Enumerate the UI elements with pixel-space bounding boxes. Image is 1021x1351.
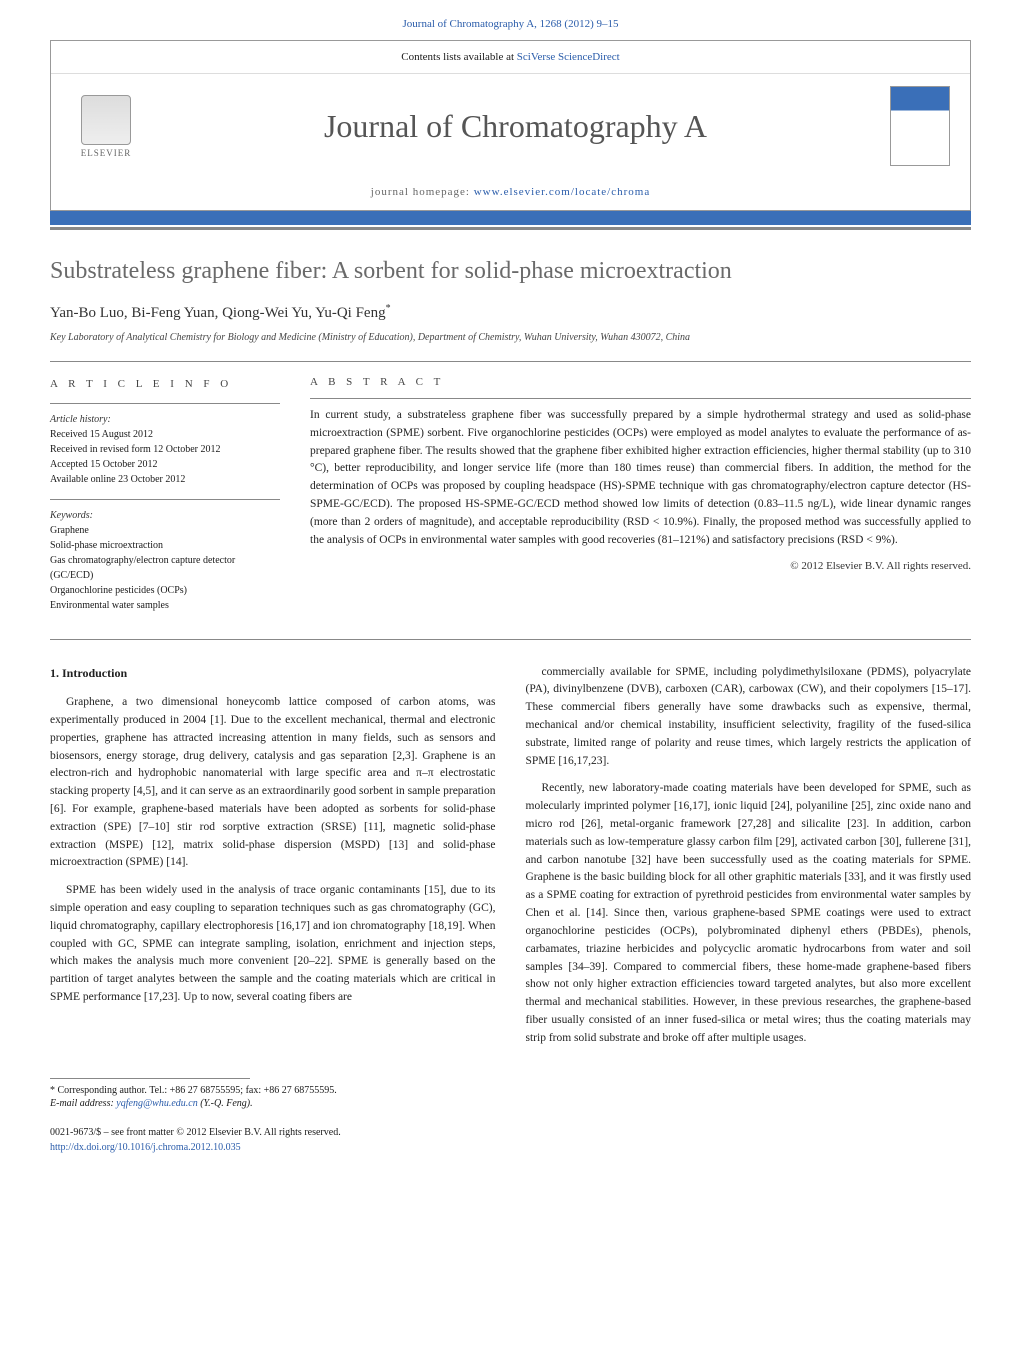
corresponding-marker: * (386, 303, 391, 314)
journal-title: Journal of Chromatography A (141, 108, 890, 145)
body-p4: Recently, new laboratory-made coating ma… (526, 780, 972, 1047)
history-online: Available online 23 October 2012 (50, 472, 280, 487)
body-p1: Graphene, a two dimensional honeycomb la… (50, 694, 496, 872)
history-label: Article history: (50, 412, 280, 427)
brand-color-bar (50, 211, 971, 225)
header-box: Contents lists available at SciVerse Sci… (50, 40, 971, 211)
journal-title-row: ELSEVIER Journal of Chromatography A (51, 74, 970, 178)
affiliation: Key Laboratory of Analytical Chemistry f… (50, 332, 971, 343)
keyword-4: Environmental water samples (50, 598, 280, 613)
footer-copyright: 0021-9673/$ – see front matter © 2012 El… (50, 1127, 971, 1138)
email-line: E-mail address: yqfeng@whu.edu.cn (Y.-Q.… (50, 1098, 971, 1109)
keyword-1: Solid-phase microextraction (50, 538, 280, 553)
keywords-section: Keywords: Graphene Solid-phase microextr… (50, 508, 280, 613)
contents-line: Contents lists available at SciVerse Sci… (51, 41, 970, 74)
abstract-text: In current study, a substrateless graphe… (310, 407, 971, 550)
history-accepted: Accepted 15 October 2012 (50, 457, 280, 472)
authors-line: Yan-Bo Luo, Bi-Feng Yuan, Qiong-Wei Yu, … (50, 303, 971, 322)
body-p3: commercially available for SPME, includi… (526, 664, 972, 771)
history-received: Received 15 August 2012 (50, 427, 280, 442)
elsevier-logo: ELSEVIER (71, 86, 141, 166)
body-columns: 1. Introduction Graphene, a two dimensio… (50, 664, 971, 1058)
doi-link[interactable]: http://dx.doi.org/10.1016/j.chroma.2012.… (50, 1142, 241, 1153)
gray-divider-bar (50, 227, 971, 230)
journal-cover-thumbnail (890, 86, 950, 166)
contents-prefix: Contents lists available at (401, 51, 516, 63)
homepage-line: journal homepage: www.elsevier.com/locat… (51, 178, 970, 210)
journal-header-ref: Journal of Chromatography A, 1268 (2012)… (0, 0, 1021, 40)
doi-line: http://dx.doi.org/10.1016/j.chroma.2012.… (50, 1142, 971, 1153)
divider-bottom (50, 639, 971, 640)
email-label: E-mail address: (50, 1098, 116, 1109)
article-history: Article history: Received 15 August 2012… (50, 412, 280, 487)
keyword-0: Graphene (50, 523, 280, 538)
section-title: Introduction (62, 666, 127, 680)
article-info-column: A R T I C L E I N F O Article history: R… (50, 376, 280, 625)
abstract-copyright: © 2012 Elsevier B.V. All rights reserved… (310, 560, 971, 572)
elsevier-text: ELSEVIER (81, 148, 132, 158)
elsevier-tree-icon (81, 95, 131, 145)
body-column-left: 1. Introduction Graphene, a two dimensio… (50, 664, 496, 1058)
keyword-3: Organochlorine pesticides (OCPs) (50, 583, 280, 598)
info-divider (50, 403, 280, 404)
article-info-heading: A R T I C L E I N F O (50, 376, 280, 393)
info-divider-2 (50, 499, 280, 500)
authors-names: Yan-Bo Luo, Bi-Feng Yuan, Qiong-Wei Yu, … (50, 305, 386, 321)
email-link[interactable]: yqfeng@whu.edu.cn (116, 1098, 197, 1109)
keyword-2: Gas chromatography/electron capture dete… (50, 553, 280, 583)
history-revised: Received in revised form 12 October 2012 (50, 442, 280, 457)
email-name: (Y.-Q. Feng). (200, 1098, 252, 1109)
footer-divider (50, 1078, 250, 1079)
corresponding-author: * Corresponding author. Tel.: +86 27 687… (50, 1085, 971, 1096)
body-column-right: commercially available for SPME, includi… (526, 664, 972, 1058)
homepage-link[interactable]: www.elsevier.com/locate/chroma (474, 186, 651, 198)
body-p2: SPME has been widely used in the analysi… (50, 882, 496, 1007)
info-abstract-row: A R T I C L E I N F O Article history: R… (50, 362, 971, 639)
abstract-divider (310, 398, 971, 399)
keywords-label: Keywords: (50, 508, 280, 523)
section-number: 1. (50, 666, 59, 680)
abstract-column: A B S T R A C T In current study, a subs… (310, 376, 971, 625)
section-heading: 1. Introduction (50, 664, 496, 683)
homepage-prefix: journal homepage: (371, 186, 474, 198)
article-title: Substrateless graphene fiber: A sorbent … (50, 258, 971, 285)
abstract-heading: A B S T R A C T (310, 376, 971, 388)
sciencedirect-link[interactable]: SciVerse ScienceDirect (517, 51, 620, 63)
